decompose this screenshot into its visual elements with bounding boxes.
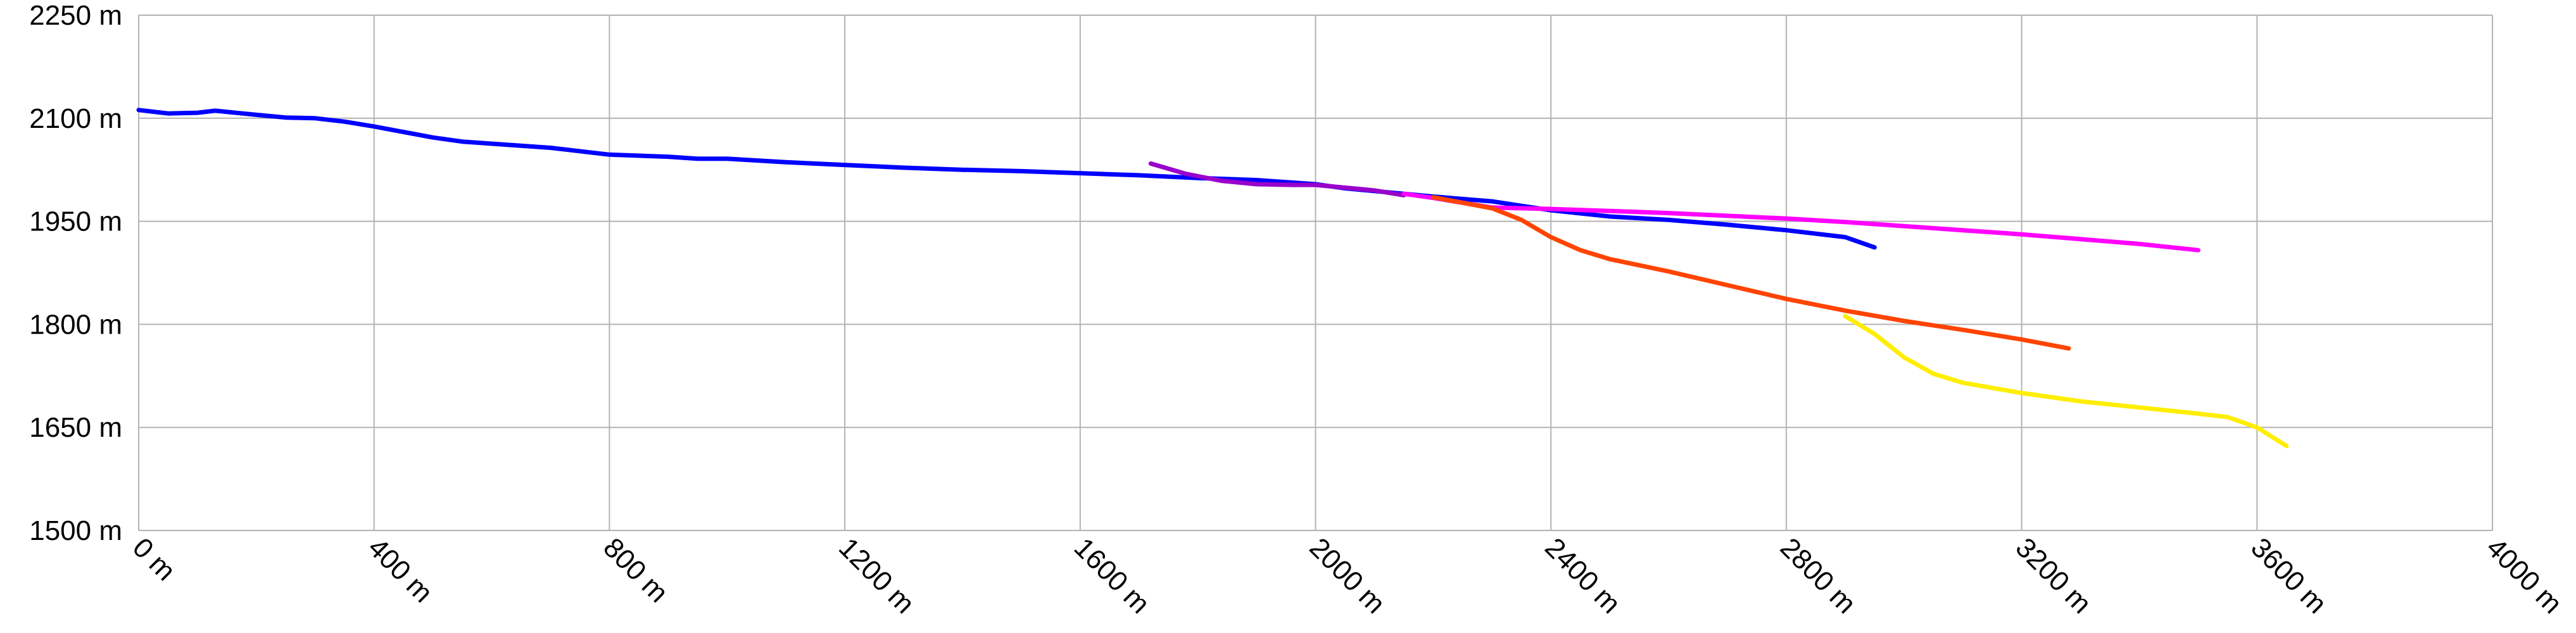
series-line-1 — [136, 108, 1877, 250]
series-line-5 — [1843, 313, 2289, 448]
axis-layer — [138, 15, 2492, 531]
series-line-2 — [1148, 161, 1406, 197]
grid-layer — [138, 15, 2493, 531]
series-line-4 — [1430, 195, 2071, 351]
x-tick-label: 3200 m — [2010, 532, 2097, 619]
x-tick-label: 3600 m — [2245, 532, 2332, 619]
x-tick-label: 0 m — [127, 532, 182, 587]
x-tick-label: 1200 m — [833, 532, 920, 619]
y-tick-label: 1650 m — [29, 412, 122, 443]
x-tick-label: 4000 m — [2480, 532, 2568, 619]
x-tick-label: 2800 m — [1774, 532, 1862, 619]
x-tick-label: 400 m — [362, 532, 439, 608]
series-line-3 — [1401, 191, 2200, 253]
y-tick-label: 1950 m — [29, 206, 122, 237]
x-tick-label: 1600 m — [1068, 532, 1156, 619]
y-tick-label: 2250 m — [29, 0, 122, 31]
tick-label-layer: 1500 m 1650 m 1800 m 1950 m 2100 m 2250 m 0 m 4… — [29, 0, 2568, 620]
x-tick-label: 2400 m — [1539, 532, 1626, 619]
y-tick-label: 1800 m — [29, 309, 122, 340]
y-tick-label: 2100 m — [29, 103, 122, 134]
series-layer — [136, 108, 2289, 448]
x-tick-label: 2000 m — [1303, 532, 1391, 619]
y-tick-label: 1500 m — [29, 515, 122, 546]
x-tick-label: 800 m — [597, 532, 674, 608]
